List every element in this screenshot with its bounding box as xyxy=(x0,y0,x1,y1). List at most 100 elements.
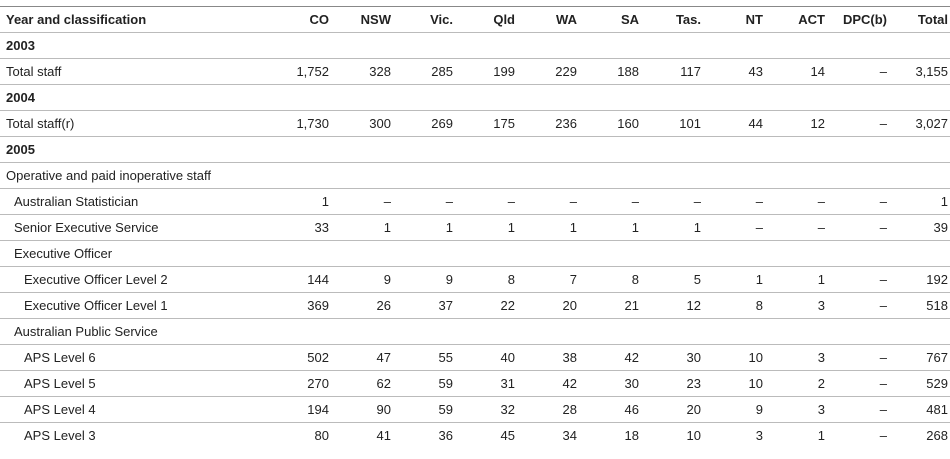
cell: 117 xyxy=(641,58,703,85)
empty-cell xyxy=(579,240,641,267)
empty-cell xyxy=(641,162,703,189)
cell: 37 xyxy=(393,292,455,319)
cell: 175 xyxy=(455,110,517,137)
empty-cell xyxy=(455,318,517,345)
column-header: Tas. xyxy=(641,6,703,33)
cell: – xyxy=(827,214,889,241)
cell: 41 xyxy=(331,422,393,448)
cell: 8 xyxy=(579,266,641,293)
cell: – xyxy=(765,188,827,215)
cell: 767 xyxy=(889,344,950,371)
cell: – xyxy=(827,110,889,137)
cell: 229 xyxy=(517,58,579,85)
cell: 10 xyxy=(703,370,765,397)
empty-cell xyxy=(641,318,703,345)
empty-cell xyxy=(889,162,950,189)
cell: 59 xyxy=(393,370,455,397)
cell: 268 xyxy=(889,422,950,448)
empty-cell xyxy=(455,162,517,189)
cell: – xyxy=(393,188,455,215)
cell: 1,730 xyxy=(270,110,331,137)
empty-cell xyxy=(270,240,331,267)
cell: 59 xyxy=(393,396,455,423)
row-label: Senior Executive Service xyxy=(0,214,270,241)
empty-cell xyxy=(270,318,331,345)
cell: – xyxy=(827,370,889,397)
cell: 26 xyxy=(331,292,393,319)
cell: 3,155 xyxy=(889,58,950,85)
column-header: SA xyxy=(579,6,641,33)
cell: 1 xyxy=(579,214,641,241)
cell: 160 xyxy=(579,110,641,137)
cell: 8 xyxy=(455,266,517,293)
row-label: Total staff xyxy=(0,58,270,85)
section-title: 2003 xyxy=(0,32,950,59)
cell: 1 xyxy=(331,214,393,241)
data-row: Australian Statistician 1– – – – – – – – –1 xyxy=(0,188,950,215)
cell: 3 xyxy=(703,422,765,448)
cell: 30 xyxy=(579,370,641,397)
column-header: NSW xyxy=(331,6,393,33)
cell: 43 xyxy=(703,58,765,85)
empty-cell xyxy=(765,162,827,189)
data-row: APS Level 6 502 47 55 40 38 42 30 10 3–767 xyxy=(0,344,950,371)
column-header: ACT xyxy=(765,6,827,33)
cell: 23 xyxy=(641,370,703,397)
cell: 31 xyxy=(455,370,517,397)
empty-cell xyxy=(765,318,827,345)
cell: 1 xyxy=(517,214,579,241)
empty-cell xyxy=(455,240,517,267)
cell: – xyxy=(331,188,393,215)
empty-cell xyxy=(331,318,393,345)
cell: – xyxy=(827,422,889,448)
cell: – xyxy=(827,58,889,85)
section-title: 2004 xyxy=(0,84,950,111)
cell: 14 xyxy=(765,58,827,85)
data-row: Total staff(r) 1,730 300 269 175 236 160 101 44 1… xyxy=(0,110,950,137)
cell: 1 xyxy=(889,188,950,215)
empty-cell xyxy=(765,240,827,267)
cell: 236 xyxy=(517,110,579,137)
cell: 90 xyxy=(331,396,393,423)
cell: – xyxy=(517,188,579,215)
cell: 42 xyxy=(579,344,641,371)
column-header: Vic. xyxy=(393,6,455,33)
cell: 42 xyxy=(517,370,579,397)
section-row: 2003 xyxy=(0,32,950,59)
cell: 1 xyxy=(455,214,517,241)
cell: 36 xyxy=(393,422,455,448)
cell: 1 xyxy=(765,266,827,293)
data-row: Executive Officer Level 2 144 9 9 8 7 8 5 1 1–192 xyxy=(0,266,950,293)
cell: 1 xyxy=(393,214,455,241)
empty-cell xyxy=(641,240,703,267)
header-row: Year and classification CO NSW Vic. Qld WA SA T… xyxy=(0,6,950,33)
cell: 1 xyxy=(765,422,827,448)
cell: 369 xyxy=(270,292,331,319)
data-row: APS Level 3 80 41 36 45 34 18 10 3 1–268 xyxy=(0,422,950,448)
row-label: APS Level 6 xyxy=(0,344,270,371)
cell: 80 xyxy=(270,422,331,448)
data-row: Operative and paid inoperative staff xyxy=(0,162,950,189)
empty-cell xyxy=(889,240,950,267)
row-label: APS Level 3 xyxy=(0,422,270,448)
cell: 1 xyxy=(703,266,765,293)
cell: 502 xyxy=(270,344,331,371)
cell: 62 xyxy=(331,370,393,397)
row-label: Executive Officer Level 2 xyxy=(0,266,270,293)
cell: – xyxy=(827,344,889,371)
cell: 3,027 xyxy=(889,110,950,137)
section-row: 2004 xyxy=(0,84,950,111)
empty-cell xyxy=(827,318,889,345)
row-label: Total staff(r) xyxy=(0,110,270,137)
data-row: Executive Officer Level 1 369 26 37 22 20 21 12… xyxy=(0,292,950,319)
cell: – xyxy=(827,292,889,319)
row-label: Australian Statistician xyxy=(0,188,270,215)
cell: – xyxy=(641,188,703,215)
cell: 18 xyxy=(579,422,641,448)
cell: 144 xyxy=(270,266,331,293)
cell: 9 xyxy=(703,396,765,423)
empty-cell xyxy=(703,318,765,345)
cell: 1 xyxy=(641,214,703,241)
cell: – xyxy=(703,214,765,241)
column-header: Qld xyxy=(455,6,517,33)
